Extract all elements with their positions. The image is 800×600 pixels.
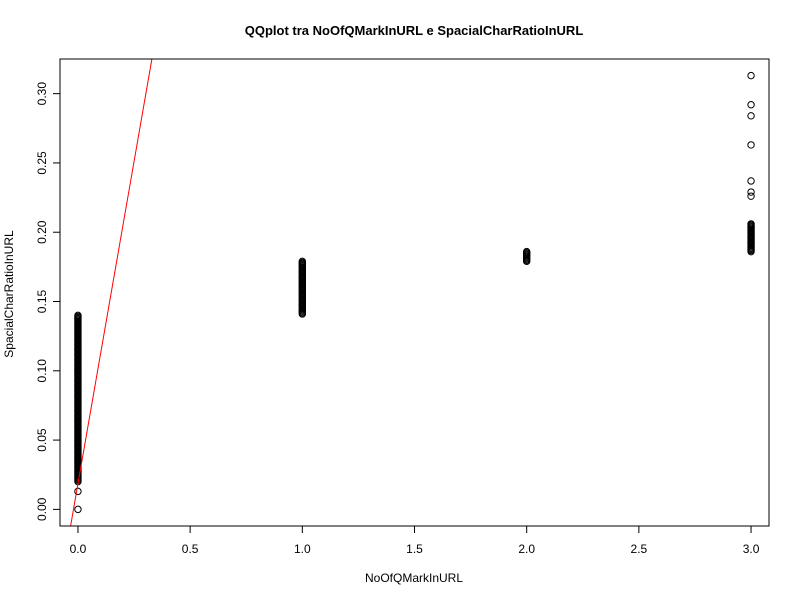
x-tick-label: 2.5 — [631, 542, 648, 556]
data-point — [298, 257, 307, 266]
chart-title: QQplot tra NoOfQMarkInURL e SpacialCharR… — [245, 23, 584, 38]
y-tick-label: 0.25 — [35, 151, 49, 175]
data-point — [747, 177, 755, 185]
x-tick-label: 1.5 — [406, 542, 423, 556]
data-point — [74, 505, 82, 514]
data-point — [747, 101, 755, 109]
data-point — [747, 192, 755, 200]
data-point — [747, 141, 755, 149]
data-point — [747, 112, 755, 120]
x-tick-label: 3.0 — [743, 542, 760, 556]
x-tick-label: 2.0 — [518, 542, 535, 556]
data-point — [74, 311, 82, 320]
plot-area — [59, 58, 770, 527]
x-axis-label: NoOfQMarkInURL — [365, 571, 463, 585]
plot-frame — [59, 58, 770, 527]
y-tick-label: 0.05 — [35, 428, 49, 452]
reference-line — [70, 59, 153, 526]
y-tick-label: 0.00 — [35, 497, 49, 521]
data-point — [74, 487, 82, 496]
y-tick-label: 0.20 — [35, 220, 49, 244]
data-point — [522, 247, 531, 256]
y-tick-label: 0.30 — [35, 82, 49, 106]
data-point — [747, 220, 755, 228]
x-tick-label: 0.5 — [182, 542, 199, 556]
y-tick-label: 0.15 — [35, 290, 49, 314]
x-tick-label: 0.0 — [70, 542, 87, 556]
y-axis: 0.00 0.05 0.10 0.15 0.20 0.25 0.30 — [35, 82, 61, 521]
x-axis: 0.0 0.5 1.0 1.5 2.0 2.5 3.0 — [70, 525, 760, 556]
data-point — [747, 71, 755, 80]
y-axis-label: SpacialCharRatioInURL — [2, 230, 16, 358]
points — [74, 71, 755, 514]
data-point — [747, 188, 755, 196]
y-tick-label: 0.10 — [35, 359, 49, 383]
x-tick-label: 1.0 — [294, 542, 311, 556]
